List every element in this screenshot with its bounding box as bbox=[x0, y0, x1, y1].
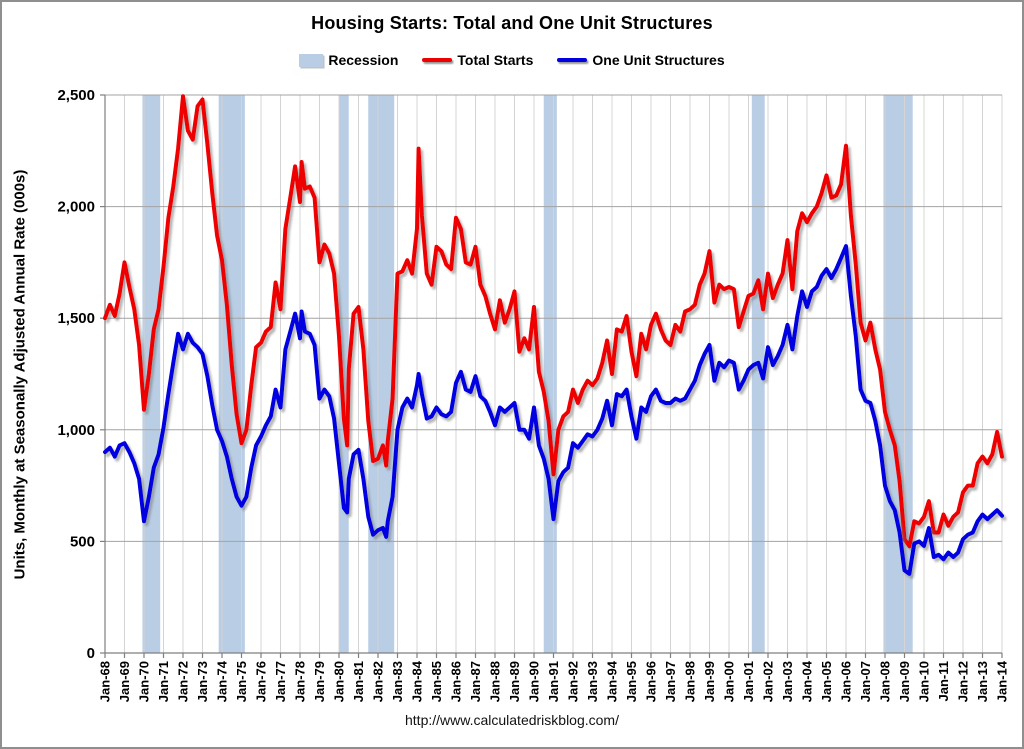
x-tick-label: Jan-82 bbox=[371, 661, 386, 702]
x-tick-label: Jan-88 bbox=[488, 661, 503, 702]
legend-label-total-starts: Total Starts bbox=[457, 52, 534, 68]
x-tick-label: Jan-08 bbox=[878, 661, 893, 702]
axes bbox=[100, 94, 1003, 658]
x-tick-label: Jan-68 bbox=[98, 661, 113, 702]
legend-item-total-starts: Total Starts bbox=[422, 52, 533, 68]
x-tick-label: Jan-99 bbox=[702, 661, 717, 702]
x-tick-label: Jan-85 bbox=[429, 661, 444, 702]
recession-band bbox=[543, 95, 557, 653]
legend-label-one-unit: One Unit Structures bbox=[592, 52, 725, 68]
x-tick-label: Jan-07 bbox=[858, 661, 873, 702]
y-tick-label: 500 bbox=[70, 533, 95, 550]
x-tick-label: Jan-02 bbox=[761, 661, 776, 702]
x-tick-label: Jan-92 bbox=[566, 661, 581, 702]
x-tick-label: Jan-80 bbox=[332, 661, 347, 702]
legend-label-recession: Recession bbox=[328, 52, 399, 68]
x-tick-label: Jan-06 bbox=[839, 661, 854, 702]
recession-band bbox=[751, 95, 765, 653]
recession-band bbox=[883, 95, 913, 653]
chart-title: Housing Starts: Total and One Unit Struc… bbox=[311, 13, 713, 33]
x-tick-label: Jan-94 bbox=[605, 660, 620, 702]
x-tick-label: Jan-00 bbox=[722, 661, 737, 702]
recession-swatch bbox=[299, 53, 324, 67]
x-tick-label: Jan-77 bbox=[273, 661, 288, 702]
y-tick-label: 2,500 bbox=[57, 87, 95, 104]
x-tick-label: Jan-76 bbox=[254, 661, 269, 702]
x-tick-label: Jan-09 bbox=[897, 661, 912, 702]
x-tick-label: Jan-10 bbox=[917, 661, 932, 702]
y-tick-label: 1,500 bbox=[57, 310, 95, 327]
y-tick-label: 1,000 bbox=[57, 422, 95, 439]
x-tick-label: Jan-73 bbox=[195, 661, 210, 702]
x-tick-label: Jan-14 bbox=[995, 660, 1010, 702]
y-tick-label: 2,000 bbox=[57, 199, 95, 216]
data-lines bbox=[103, 94, 1004, 576]
x-tick-label: Jan-89 bbox=[507, 661, 522, 702]
x-tick-label: Jan-79 bbox=[312, 661, 327, 702]
total-starts-line bbox=[103, 94, 1004, 549]
x-tick-label: Jan-86 bbox=[449, 661, 464, 702]
x-tick-label: Jan-83 bbox=[390, 661, 405, 702]
x-tick-label: Jan-72 bbox=[176, 661, 191, 702]
x-tick-label: Jan-95 bbox=[624, 661, 639, 702]
x-tick-label: Jan-84 bbox=[410, 660, 425, 702]
x-tick-label: Jan-69 bbox=[117, 661, 132, 702]
x-tick-label: Jan-70 bbox=[137, 661, 152, 702]
x-tick-label: Jan-87 bbox=[468, 661, 483, 702]
x-tick-label: Jan-90 bbox=[527, 661, 542, 702]
legend-item-recession: Recession bbox=[299, 52, 398, 68]
x-tick-label: Jan-78 bbox=[293, 661, 308, 702]
legend-item-one-unit: One Unit Structures bbox=[557, 52, 725, 68]
one-unit-swatch bbox=[557, 58, 588, 62]
x-tick-label: Jan-11 bbox=[936, 661, 951, 701]
one-unit-structures-line bbox=[103, 244, 1004, 576]
x-tick-label: Jan-71 bbox=[156, 661, 171, 702]
x-tick-label: Jan-93 bbox=[585, 661, 600, 702]
x-tick-label: Jan-98 bbox=[683, 661, 698, 702]
tick-labels: 0 500 1,000 1,500 2,000 2,500 Jan-68 Jan-69 Jan-… bbox=[57, 87, 1009, 702]
source-url: http://www.calculatedriskblog.com/ bbox=[405, 712, 619, 728]
x-tick-label: Jan-74 bbox=[215, 660, 230, 702]
total-starts-swatch bbox=[422, 58, 453, 62]
x-tick-label: Jan-03 bbox=[780, 661, 795, 702]
x-tick-label: Jan-97 bbox=[663, 661, 678, 702]
x-tick-label: Jan-96 bbox=[644, 661, 659, 702]
recession-bands bbox=[142, 95, 913, 653]
x-tick-label: Jan-91 bbox=[546, 661, 561, 702]
recession-band bbox=[339, 95, 349, 653]
x-tick-label: Jan-12 bbox=[956, 661, 971, 702]
x-tick-label: Jan-04 bbox=[800, 660, 815, 702]
x-tick-label: Jan-75 bbox=[234, 661, 249, 702]
x-tick-label: Jan-13 bbox=[975, 661, 990, 702]
recession-band bbox=[368, 95, 395, 653]
legend: Recession Total Starts One Unit Structur… bbox=[0, 52, 1024, 68]
x-tick-label: Jan-81 bbox=[351, 661, 366, 702]
x-tick-label: Jan-05 bbox=[819, 661, 834, 702]
recession-band bbox=[142, 95, 161, 653]
x-tick-label: Jan-01 bbox=[741, 661, 756, 702]
y-tick-label: 0 bbox=[87, 645, 95, 662]
